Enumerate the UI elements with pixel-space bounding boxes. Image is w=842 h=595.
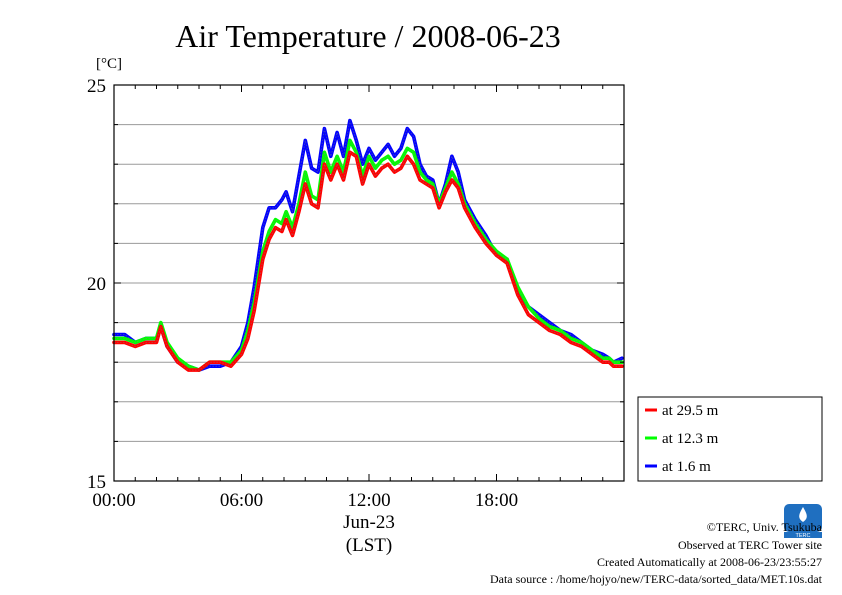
y-tick-label: 25 (87, 76, 106, 97)
legend-label: at 1.6 m (662, 459, 711, 475)
x-axis-date-label: Jun-23 (343, 512, 395, 533)
terc-logo: TERC (784, 504, 822, 539)
data-source-text: Data source : /home/hojyo/new/TERC-data/… (490, 572, 823, 586)
logo-text: TERC (796, 533, 811, 539)
axis-ticks (114, 85, 624, 481)
x-tick-label: 12:00 (347, 490, 390, 511)
legend-label: at 12.3 m (662, 431, 719, 447)
series-line-texture-2 (114, 139, 622, 371)
logo-band (784, 532, 822, 538)
x-tick-label: 06:00 (220, 490, 263, 511)
legend-label: at 29.5 m (662, 403, 719, 419)
observed-text: Observed at TERC Tower site (678, 538, 822, 552)
series-line-1 (112, 150, 624, 372)
axis-tick-labels: 00:00 06:00 12:00 18:00 15 20 25 (87, 76, 518, 511)
y-axis-unit-label: [°C] (96, 56, 122, 72)
series-layer (112, 118, 624, 372)
series-line-2 (112, 138, 624, 372)
y-tick-label: 20 (87, 274, 106, 295)
legend-box (637, 396, 823, 482)
water-drop-icon (799, 507, 807, 522)
series-line-texture-1 (114, 151, 622, 371)
x-tick-label: 00:00 (92, 490, 135, 511)
x-tick-label: 18:00 (475, 490, 518, 511)
grid-lines (114, 124, 624, 442)
chart-title: Air Temperature / 2008-06-23 (175, 18, 561, 54)
created-text: Created Automatically at 2008-06-23/23:5… (597, 555, 822, 569)
legend: at 29.5 m at 12.3 m at 1.6 m (637, 396, 823, 482)
copyright-text: ©TERC, Univ. Tsukuba (707, 520, 823, 534)
y-tick-label: 15 (87, 472, 106, 493)
x-axis-title: (LST) (346, 535, 392, 556)
